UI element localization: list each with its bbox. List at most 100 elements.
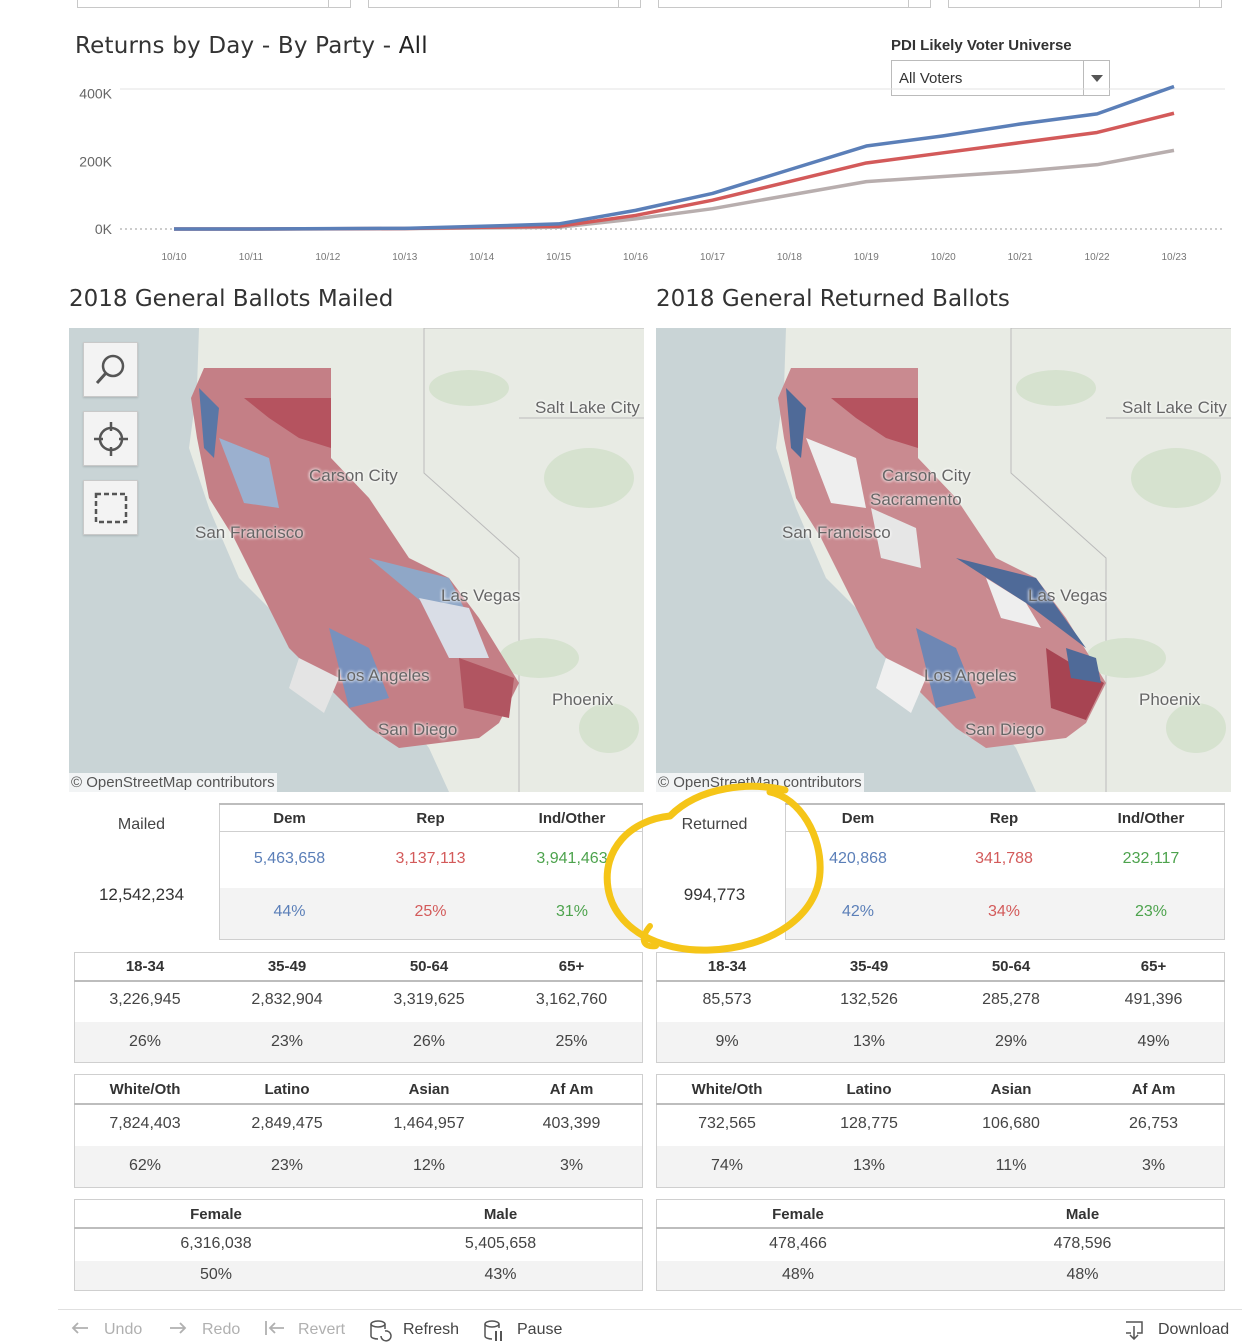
mailed-map-title: 2018 General Ballots Mailed [69, 286, 394, 312]
download-icon [1126, 1321, 1143, 1340]
series-line[interactable] [174, 148, 1175, 231]
map-reset-button[interactable] [83, 411, 138, 466]
race-pct: 12% [412, 1157, 446, 1174]
mailed-map[interactable]: Salt Lake City Carson City Las Vegas Pho… [69, 328, 644, 792]
returned-map-canvas [656, 328, 1231, 792]
marquee-select-icon [94, 492, 128, 524]
race-pct: 74% [710, 1157, 744, 1174]
race-header: Af Am [549, 1081, 594, 1098]
gender-header: Female [772, 1206, 824, 1223]
race-header: Latino [846, 1081, 892, 1098]
gender-count: 478,596 [1053, 1235, 1112, 1252]
filter-dropdown-4[interactable] [948, 0, 1222, 8]
city-label-las-vegas: Las Vegas [1028, 586, 1108, 605]
race-count: 7,824,403 [109, 1115, 181, 1132]
race-pct: 3% [559, 1157, 584, 1174]
city-label-phoenix: Phoenix [552, 690, 614, 709]
filter-dropdown-1[interactable] [77, 0, 351, 8]
map-search-button[interactable] [83, 342, 138, 397]
bottom-toolbar: Undo Redo Revert Refresh Pause Download [58, 1309, 1242, 1342]
chevron-down-icon [618, 0, 640, 8]
x-tick-label: 10/22 [1085, 252, 1110, 263]
chevron-down-icon [908, 0, 930, 8]
city-label-san-francisco: San Francisco [782, 523, 891, 542]
gender-pct: 43% [484, 1266, 517, 1283]
city-label-salt-lake: Salt Lake City [1122, 398, 1227, 417]
party-count-ind: 232,117 [1122, 850, 1180, 867]
age-count: 491,396 [1124, 991, 1183, 1008]
download-button[interactable]: Download [1158, 1321, 1230, 1338]
map-select-button[interactable] [83, 480, 138, 535]
gender-count: 5,405,658 [464, 1235, 537, 1252]
race-header: Asian [408, 1081, 450, 1098]
party-header-dem: Dem [841, 810, 875, 827]
party-pct-ind: 31% [555, 903, 589, 920]
chevron-down-icon[interactable] [1083, 61, 1109, 95]
gender-header: Male [483, 1206, 518, 1223]
city-label-phoenix: Phoenix [1139, 690, 1201, 709]
party-pct-rep: 34% [987, 903, 1021, 920]
age-pct: 29% [994, 1033, 1028, 1050]
city-label-los-angeles: Los Angeles [924, 666, 1017, 685]
returned-map[interactable]: Salt Lake City Carson City Las Vegas Pho… [656, 328, 1231, 792]
x-tick-label: 10/17 [700, 252, 725, 263]
returned-map-title: 2018 General Returned Ballots [656, 286, 1010, 312]
party-header-ind: Ind/Other [1117, 810, 1185, 827]
race-count: 128,775 [840, 1115, 898, 1132]
race-pct: 3% [1141, 1157, 1166, 1174]
party-header-rep: Rep [416, 810, 445, 827]
x-tick-label: 10/16 [623, 252, 648, 263]
pause-icon [484, 1320, 502, 1341]
race-count: 1,464,957 [393, 1115, 465, 1132]
age-pct: 26% [128, 1033, 162, 1050]
mailed-label: Mailed [117, 816, 166, 833]
party-count-dem: 5,463,658 [253, 850, 326, 867]
refresh-button[interactable]: Refresh [403, 1321, 460, 1338]
x-tick-label: 10/18 [777, 252, 802, 263]
city-label-san-diego: San Diego [378, 720, 458, 739]
party-count-ind: 3,941,463 [536, 850, 608, 867]
series-line[interactable] [174, 84, 1175, 231]
revert-button[interactable]: Revert [298, 1321, 346, 1338]
party-header-ind: Ind/Other [538, 810, 606, 827]
x-tick-label: 10/15 [546, 252, 571, 263]
returned-gender-table [656, 1199, 1225, 1291]
redo-button[interactable]: Redo [202, 1321, 241, 1338]
filter-dropdown-2[interactable] [368, 0, 641, 8]
x-tick-label: 10/21 [1008, 252, 1033, 263]
returned-total: 994,773 [683, 885, 746, 904]
filter-dropdown-3[interactable] [658, 0, 931, 8]
race-pct: 11% [995, 1157, 1027, 1174]
age-count: 132,526 [840, 991, 898, 1008]
race-count: 26,753 [1129, 1115, 1178, 1132]
race-count: 403,399 [542, 1115, 601, 1132]
undo-button[interactable]: Undo [104, 1321, 143, 1338]
crosshair-icon [94, 422, 128, 456]
y-tick-label: 200K [79, 153, 112, 169]
party-count-rep: 3,137,113 [395, 850, 466, 867]
city-label-las-vegas: Las Vegas [441, 586, 521, 605]
map-attribution[interactable]: © OpenStreetMap contributors [656, 773, 864, 792]
mailed-gender-table [74, 1199, 643, 1291]
map-attribution[interactable]: © OpenStreetMap contributors [69, 773, 277, 792]
gender-pct: 48% [1066, 1266, 1099, 1283]
voter-universe-select[interactable]: All Voters [891, 60, 1110, 96]
party-pct-dem: 44% [273, 903, 306, 920]
search-icon [95, 354, 125, 385]
party-header-dem: Dem [273, 810, 306, 827]
x-tick-label: 10/10 [161, 252, 186, 263]
party-pct-dem: 42% [841, 903, 875, 920]
gender-pct: 50% [199, 1266, 233, 1283]
refresh-icon [370, 1320, 392, 1342]
city-label-san-diego: San Diego [965, 720, 1045, 739]
race-header: Af Am [1131, 1081, 1176, 1098]
race-count: 2,849,475 [251, 1115, 323, 1132]
mailed-map-canvas [69, 328, 644, 792]
age-count: 3,162,760 [535, 991, 608, 1008]
race-header: Asian [990, 1081, 1032, 1098]
y-tick-label: 0K [95, 221, 113, 237]
party-pct-rep: 25% [414, 903, 447, 920]
x-tick-label: 10/19 [854, 252, 879, 263]
pause-button[interactable]: Pause [517, 1321, 563, 1338]
age-header: 50-64 [991, 958, 1031, 975]
